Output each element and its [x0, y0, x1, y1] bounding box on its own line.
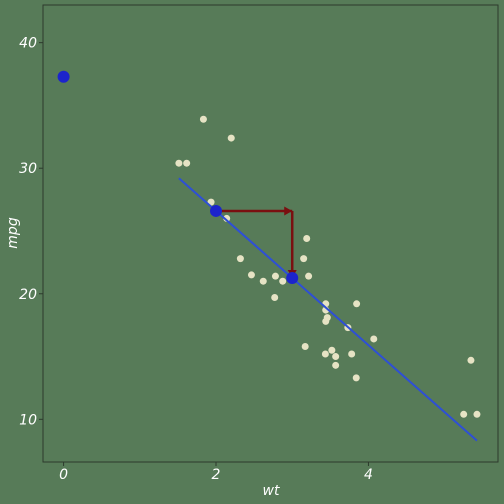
data-point [352, 374, 360, 382]
highlight-point [210, 204, 223, 217]
data-point [223, 214, 231, 222]
data-point [236, 255, 244, 263]
data-point [348, 350, 356, 358]
x-tick-label: 2 [212, 467, 221, 483]
x-axis-title: wt [263, 483, 280, 499]
data-point [473, 410, 481, 418]
data-point [279, 277, 287, 285]
data-point [353, 300, 361, 308]
data-points [175, 115, 481, 418]
data-point [332, 353, 340, 361]
data-point [199, 115, 207, 123]
data-point [305, 272, 313, 280]
data-point [332, 361, 340, 369]
plot-panel [42, 4, 499, 463]
highlight-point [286, 272, 299, 285]
data-point [467, 356, 475, 364]
y-axis-ticks: 10 20 30 40 [19, 36, 43, 428]
x-tick-label: 4 [364, 467, 373, 483]
y-tick-label: 30 [19, 161, 37, 177]
y-tick-label: 40 [19, 36, 37, 52]
data-point [460, 410, 468, 418]
arrow-head-right [284, 206, 293, 216]
data-point [328, 346, 336, 354]
y-axis-title: mpg [5, 217, 21, 249]
data-point [300, 255, 308, 263]
highlight-points [57, 70, 299, 285]
y-tick-label: 20 [19, 287, 37, 303]
x-axis-ticks: 0 2 4 [59, 462, 373, 483]
data-point [321, 350, 329, 358]
data-point [227, 134, 235, 142]
data-point [271, 272, 279, 280]
data-point [271, 294, 279, 302]
data-point [247, 271, 255, 279]
x-tick-label: 0 [59, 467, 68, 483]
data-point [259, 277, 267, 285]
fit-line-group [178, 177, 478, 442]
data-point [323, 314, 331, 322]
data-point [183, 159, 191, 167]
data-point [301, 342, 309, 350]
y-tick-label: 10 [19, 412, 37, 428]
fit-line [178, 177, 478, 442]
data-point [303, 235, 311, 243]
data-point [175, 159, 183, 167]
data-point [370, 335, 378, 343]
highlight-point [57, 70, 70, 83]
